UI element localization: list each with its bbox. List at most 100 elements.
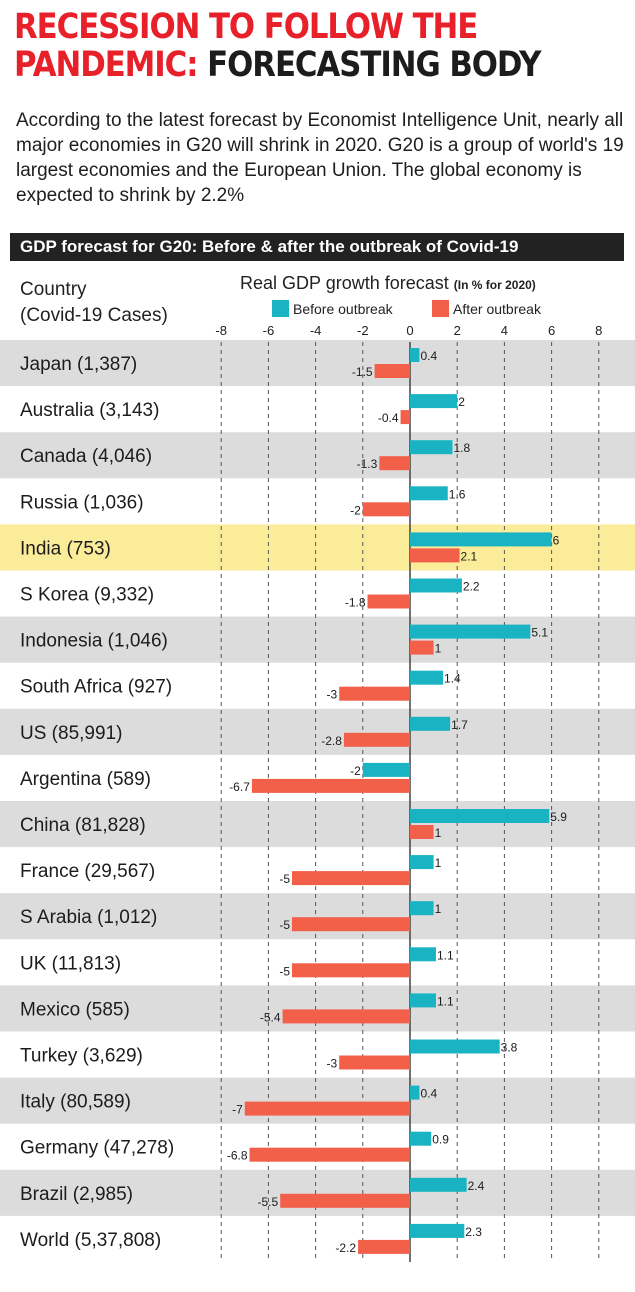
bar-after-outbreak — [244, 1101, 410, 1116]
legend-label-before: Before outbreak — [293, 301, 394, 317]
row-stripe — [0, 432, 635, 479]
bar-after-outbreak — [339, 686, 410, 701]
bar-before-outbreak — [362, 762, 410, 777]
bar-before-outbreak — [410, 1177, 467, 1192]
bar-after-outbreak — [374, 364, 410, 378]
country-label: Japan (1,387) — [20, 354, 137, 375]
value-label: -5.5 — [258, 1195, 279, 1209]
country-label: US (85,991) — [20, 723, 122, 744]
value-label: 1.6 — [449, 487, 466, 501]
row-stripe — [0, 1169, 635, 1216]
x-tick-label: -4 — [310, 323, 322, 338]
bar-before-outbreak — [410, 716, 451, 731]
bar-after-outbreak — [379, 456, 410, 471]
country-label: Argentina (589) — [20, 769, 151, 790]
value-label: -0.4 — [378, 411, 399, 425]
bar-before-outbreak — [410, 993, 436, 1008]
country-label: Indonesia (1,046) — [20, 631, 168, 652]
bar-after-outbreak — [282, 1009, 410, 1024]
value-label: -3 — [327, 688, 338, 702]
country-label: Australia (3,143) — [20, 400, 159, 421]
x-tick-label: -8 — [215, 323, 227, 338]
value-label: 1.8 — [453, 441, 470, 455]
x-tick-label: 6 — [548, 323, 555, 338]
column-header-country: Country — [20, 279, 87, 300]
value-label: 6 — [553, 533, 560, 547]
value-label: 0.9 — [432, 1133, 449, 1147]
bar-after-outbreak — [410, 825, 434, 839]
bar-after-outbreak — [292, 871, 410, 886]
row-stripe — [0, 893, 635, 940]
chart-title: Real GDP growth forecast (In % for 2020) — [240, 273, 536, 293]
bar-before-outbreak — [410, 809, 550, 823]
country-label: Germany (47,278) — [20, 1138, 174, 1159]
column-header-cases: (Covid-19 Cases) — [20, 305, 168, 326]
bar-after-outbreak — [410, 548, 460, 563]
bar-before-outbreak — [410, 947, 436, 962]
bar-before-outbreak — [410, 348, 420, 362]
value-label: -3 — [327, 1057, 338, 1071]
value-label: -2 — [350, 503, 361, 517]
value-label: 2.3 — [465, 1225, 482, 1239]
bar-after-outbreak — [343, 732, 410, 747]
country-label: China (81,828) — [20, 815, 146, 836]
bar-after-outbreak — [280, 1193, 410, 1208]
bar-before-outbreak — [410, 855, 434, 870]
bar-before-outbreak — [410, 1131, 432, 1146]
x-tick-label: 4 — [501, 323, 508, 338]
bar-after-outbreak — [400, 410, 410, 425]
country-label: Russia (1,036) — [20, 492, 144, 513]
x-tick-label: 8 — [595, 323, 602, 338]
row-highlight — [0, 524, 635, 571]
value-label: -2.8 — [321, 734, 342, 748]
value-label: -2 — [350, 764, 361, 778]
gridlines — [220, 342, 600, 1262]
chart-unit-note: (In % for 2020) — [454, 278, 536, 292]
x-tick-label: 2 — [454, 323, 461, 338]
value-label: 2.2 — [463, 580, 480, 594]
country-label: S Arabia (1,012) — [20, 907, 157, 928]
chart-banner: GDP forecast for G20: Before & after the… — [10, 233, 624, 261]
value-label: 2.4 — [468, 1179, 485, 1193]
bar-before-outbreak — [410, 532, 552, 547]
bar-after-outbreak — [292, 963, 410, 978]
country-label: Turkey (3,629) — [20, 1046, 143, 1067]
bars: 0.4 -1.5 2 -0.4 1.8 -1.3 1.6 -2 6 2.1 2.2 -1.8 5.1 1 1… — [227, 348, 567, 1255]
value-label: -5 — [279, 872, 290, 886]
chart-header: -8 -6 -4 -2 0 2 4 6 8 Country (Covid-19 Cases) Real… — [20, 273, 602, 338]
value-label: 1 — [435, 642, 442, 656]
intro-text: According to the latest forecast by Econ… — [16, 110, 624, 206]
value-label: 1 — [435, 826, 442, 840]
bar-before-outbreak — [410, 1223, 465, 1238]
value-label: -7 — [232, 1103, 243, 1117]
row-stripe — [0, 616, 635, 663]
country-label: S Korea (9,332) — [20, 585, 154, 606]
country-label: France (29,567) — [20, 861, 155, 882]
value-label: 2 — [458, 395, 465, 409]
legend-swatch-before — [272, 300, 289, 317]
legend-swatch-after — [432, 300, 449, 317]
bar-before-outbreak — [410, 578, 462, 593]
bar-before-outbreak — [410, 1085, 420, 1100]
row-stripe — [0, 1077, 635, 1124]
value-label: -1.3 — [357, 457, 378, 471]
row-labels: Japan (1,387) Australia (3,143) Canada (4,… — [20, 354, 174, 1251]
value-label: 0.4 — [420, 349, 437, 363]
value-label: -6.7 — [229, 780, 250, 794]
headline: RECESSION TO FOLLOW THE PANDEMIC: FORECA… — [14, 8, 551, 84]
value-label: 1.7 — [451, 718, 468, 732]
value-label: 1 — [435, 856, 442, 870]
value-label: -5 — [279, 964, 290, 978]
bar-before-outbreak — [410, 901, 434, 916]
value-label: -5 — [279, 918, 290, 932]
country-label: South Africa (927) — [20, 677, 172, 698]
value-label: -6.8 — [227, 1149, 248, 1163]
x-tick-label: -6 — [263, 323, 275, 338]
value-label: -1.8 — [345, 596, 366, 610]
x-tick-label: -2 — [357, 323, 369, 338]
country-label: Canada (4,046) — [20, 446, 152, 467]
row-stripe — [0, 708, 635, 755]
row-stripe — [0, 985, 635, 1032]
bar-after-outbreak — [367, 594, 410, 609]
value-label: 5.1 — [531, 626, 548, 640]
